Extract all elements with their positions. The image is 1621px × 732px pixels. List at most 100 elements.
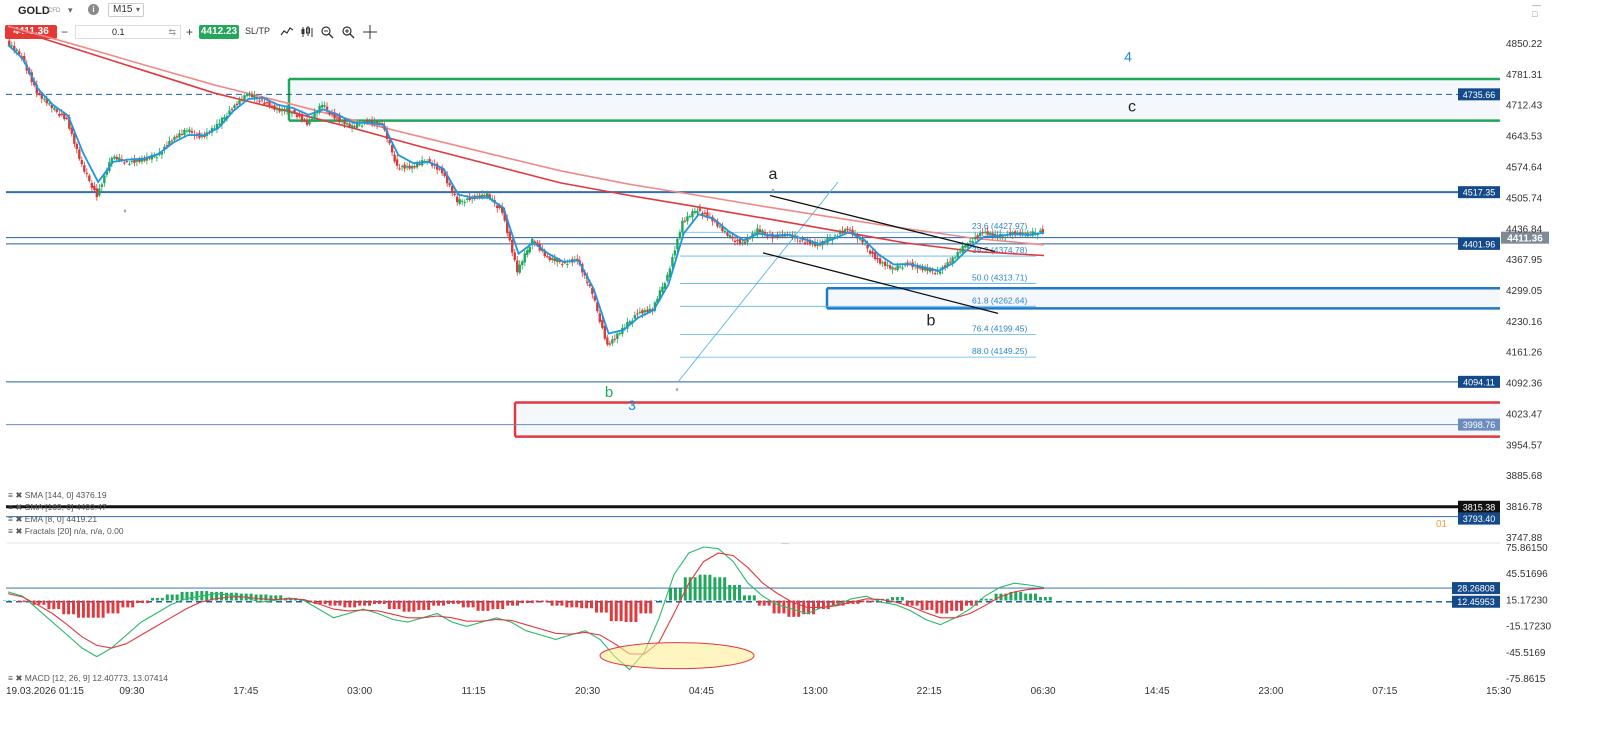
candle-body xyxy=(213,128,216,130)
level-price-label: 3793.40 xyxy=(1463,514,1496,524)
macd-histogram-bar xyxy=(368,600,371,606)
candle-body xyxy=(410,166,414,169)
maximize-icon[interactable]: □ xyxy=(1532,9,1538,19)
candle-body xyxy=(968,240,972,242)
macd-histogram-bar xyxy=(116,600,120,614)
fib-level-label: 88.0 (4149.25) xyxy=(972,346,1027,356)
macd-histogram-bar xyxy=(609,600,613,622)
macd-histogram-bar xyxy=(525,600,529,604)
candle-body xyxy=(838,232,842,235)
macd-histogram-bar xyxy=(471,600,475,608)
macd-histogram-bar xyxy=(535,600,539,603)
macd-histogram-bar xyxy=(447,600,450,604)
macd-histogram-bar xyxy=(762,600,766,606)
symbol-dropdown-icon[interactable]: ▾ xyxy=(68,5,73,15)
candle-body xyxy=(698,208,702,211)
candle-body xyxy=(338,117,341,123)
candle-body xyxy=(395,159,399,166)
candles-icon[interactable] xyxy=(300,24,314,40)
candle-body xyxy=(445,175,449,184)
minimize-icon[interactable]: — xyxy=(1532,0,1541,10)
candle-body xyxy=(881,262,884,264)
candle-body xyxy=(806,241,809,243)
macd-histogram-bar xyxy=(1004,593,1008,601)
candle-body xyxy=(160,152,164,155)
macd-histogram-bar xyxy=(62,600,66,615)
candle-body xyxy=(98,188,101,196)
info-icon[interactable]: i xyxy=(88,4,99,15)
candle-body xyxy=(323,105,326,107)
candle-body xyxy=(188,129,191,133)
candle-body xyxy=(328,111,331,115)
candle-body xyxy=(88,175,91,181)
macd-histogram-bar xyxy=(772,600,776,614)
candle-body xyxy=(721,226,724,232)
candle-body xyxy=(83,165,86,172)
candle-body xyxy=(536,242,539,246)
candle-body xyxy=(861,239,864,243)
candle-body xyxy=(295,114,299,117)
candle-body xyxy=(403,164,406,169)
candle-body xyxy=(140,158,144,162)
trendline-upper xyxy=(769,194,996,253)
candle-body xyxy=(150,154,154,160)
macd-histogram-bar xyxy=(220,591,223,601)
moving-averages-layer xyxy=(7,25,1045,257)
candle-body xyxy=(173,136,176,140)
candle-body xyxy=(896,265,899,271)
buy-button[interactable]: 4412.23 xyxy=(199,25,239,39)
macd-histogram-bar xyxy=(451,600,455,604)
sma-169-line xyxy=(7,25,1045,246)
candle-body xyxy=(178,133,181,138)
candle-body xyxy=(248,93,251,96)
macd-level-label: 12.45953 xyxy=(1457,597,1495,607)
candle-body xyxy=(586,275,589,284)
candle-body xyxy=(638,311,642,313)
macd-histogram-bar xyxy=(299,600,302,601)
candle-body xyxy=(923,268,927,271)
candle-body xyxy=(145,157,149,161)
candle-body xyxy=(593,295,597,301)
zoom-out-icon[interactable] xyxy=(320,24,334,40)
quantity-increase-button[interactable]: + xyxy=(186,25,194,39)
candle-body xyxy=(633,315,637,319)
candle-body xyxy=(185,130,189,132)
timeframe-select[interactable]: M15 ▾ xyxy=(108,3,144,17)
quantity-decrease-button[interactable]: − xyxy=(61,25,69,39)
candle-body xyxy=(873,252,877,260)
candle-body xyxy=(946,262,949,266)
candle-body xyxy=(63,113,66,120)
price-tick-label: 4712.43 xyxy=(1506,101,1543,112)
candle-body xyxy=(1036,234,1039,236)
candle-body xyxy=(220,117,224,125)
candle-body xyxy=(415,163,419,168)
zoom-in-icon[interactable] xyxy=(341,24,355,40)
macd-histogram-bar xyxy=(580,600,584,609)
macd-histogram-bar xyxy=(37,600,41,605)
sltp-button[interactable]: SL/TP xyxy=(245,26,271,36)
macd-histogram-bar xyxy=(595,600,598,613)
candle-body xyxy=(893,268,897,270)
candle-body xyxy=(833,235,837,237)
crosshair-icon[interactable] xyxy=(363,24,377,40)
candle-body xyxy=(658,290,662,300)
macd-histogram-bar xyxy=(146,600,149,604)
candle-body xyxy=(50,104,53,109)
candle-body xyxy=(808,239,812,245)
candle-body xyxy=(863,243,867,245)
swap-icon[interactable]: ⇆ xyxy=(168,27,176,37)
level-price-label: 4735.66 xyxy=(1463,90,1496,100)
candle-body xyxy=(811,242,814,244)
macd-histogram-bar xyxy=(190,591,194,601)
quantity-input[interactable]: 0.1 ⇆ xyxy=(75,25,181,39)
candle-body xyxy=(516,260,519,273)
symbol-name[interactable]: GOLD xyxy=(18,5,50,17)
macd-legend: ≡ ✖ MACD [12, 26, 9] 12.40773, 13.07414 xyxy=(8,673,168,683)
candle-body xyxy=(413,166,416,168)
fib-level-label: 38.2 (4374.78) xyxy=(972,245,1027,255)
candle-body xyxy=(250,94,254,98)
indicator-legend-item: ≡ ✖ SMA [144, 0] 4376.19 xyxy=(8,490,107,500)
line-chart-icon[interactable] xyxy=(280,24,294,40)
candle-body xyxy=(118,157,121,161)
